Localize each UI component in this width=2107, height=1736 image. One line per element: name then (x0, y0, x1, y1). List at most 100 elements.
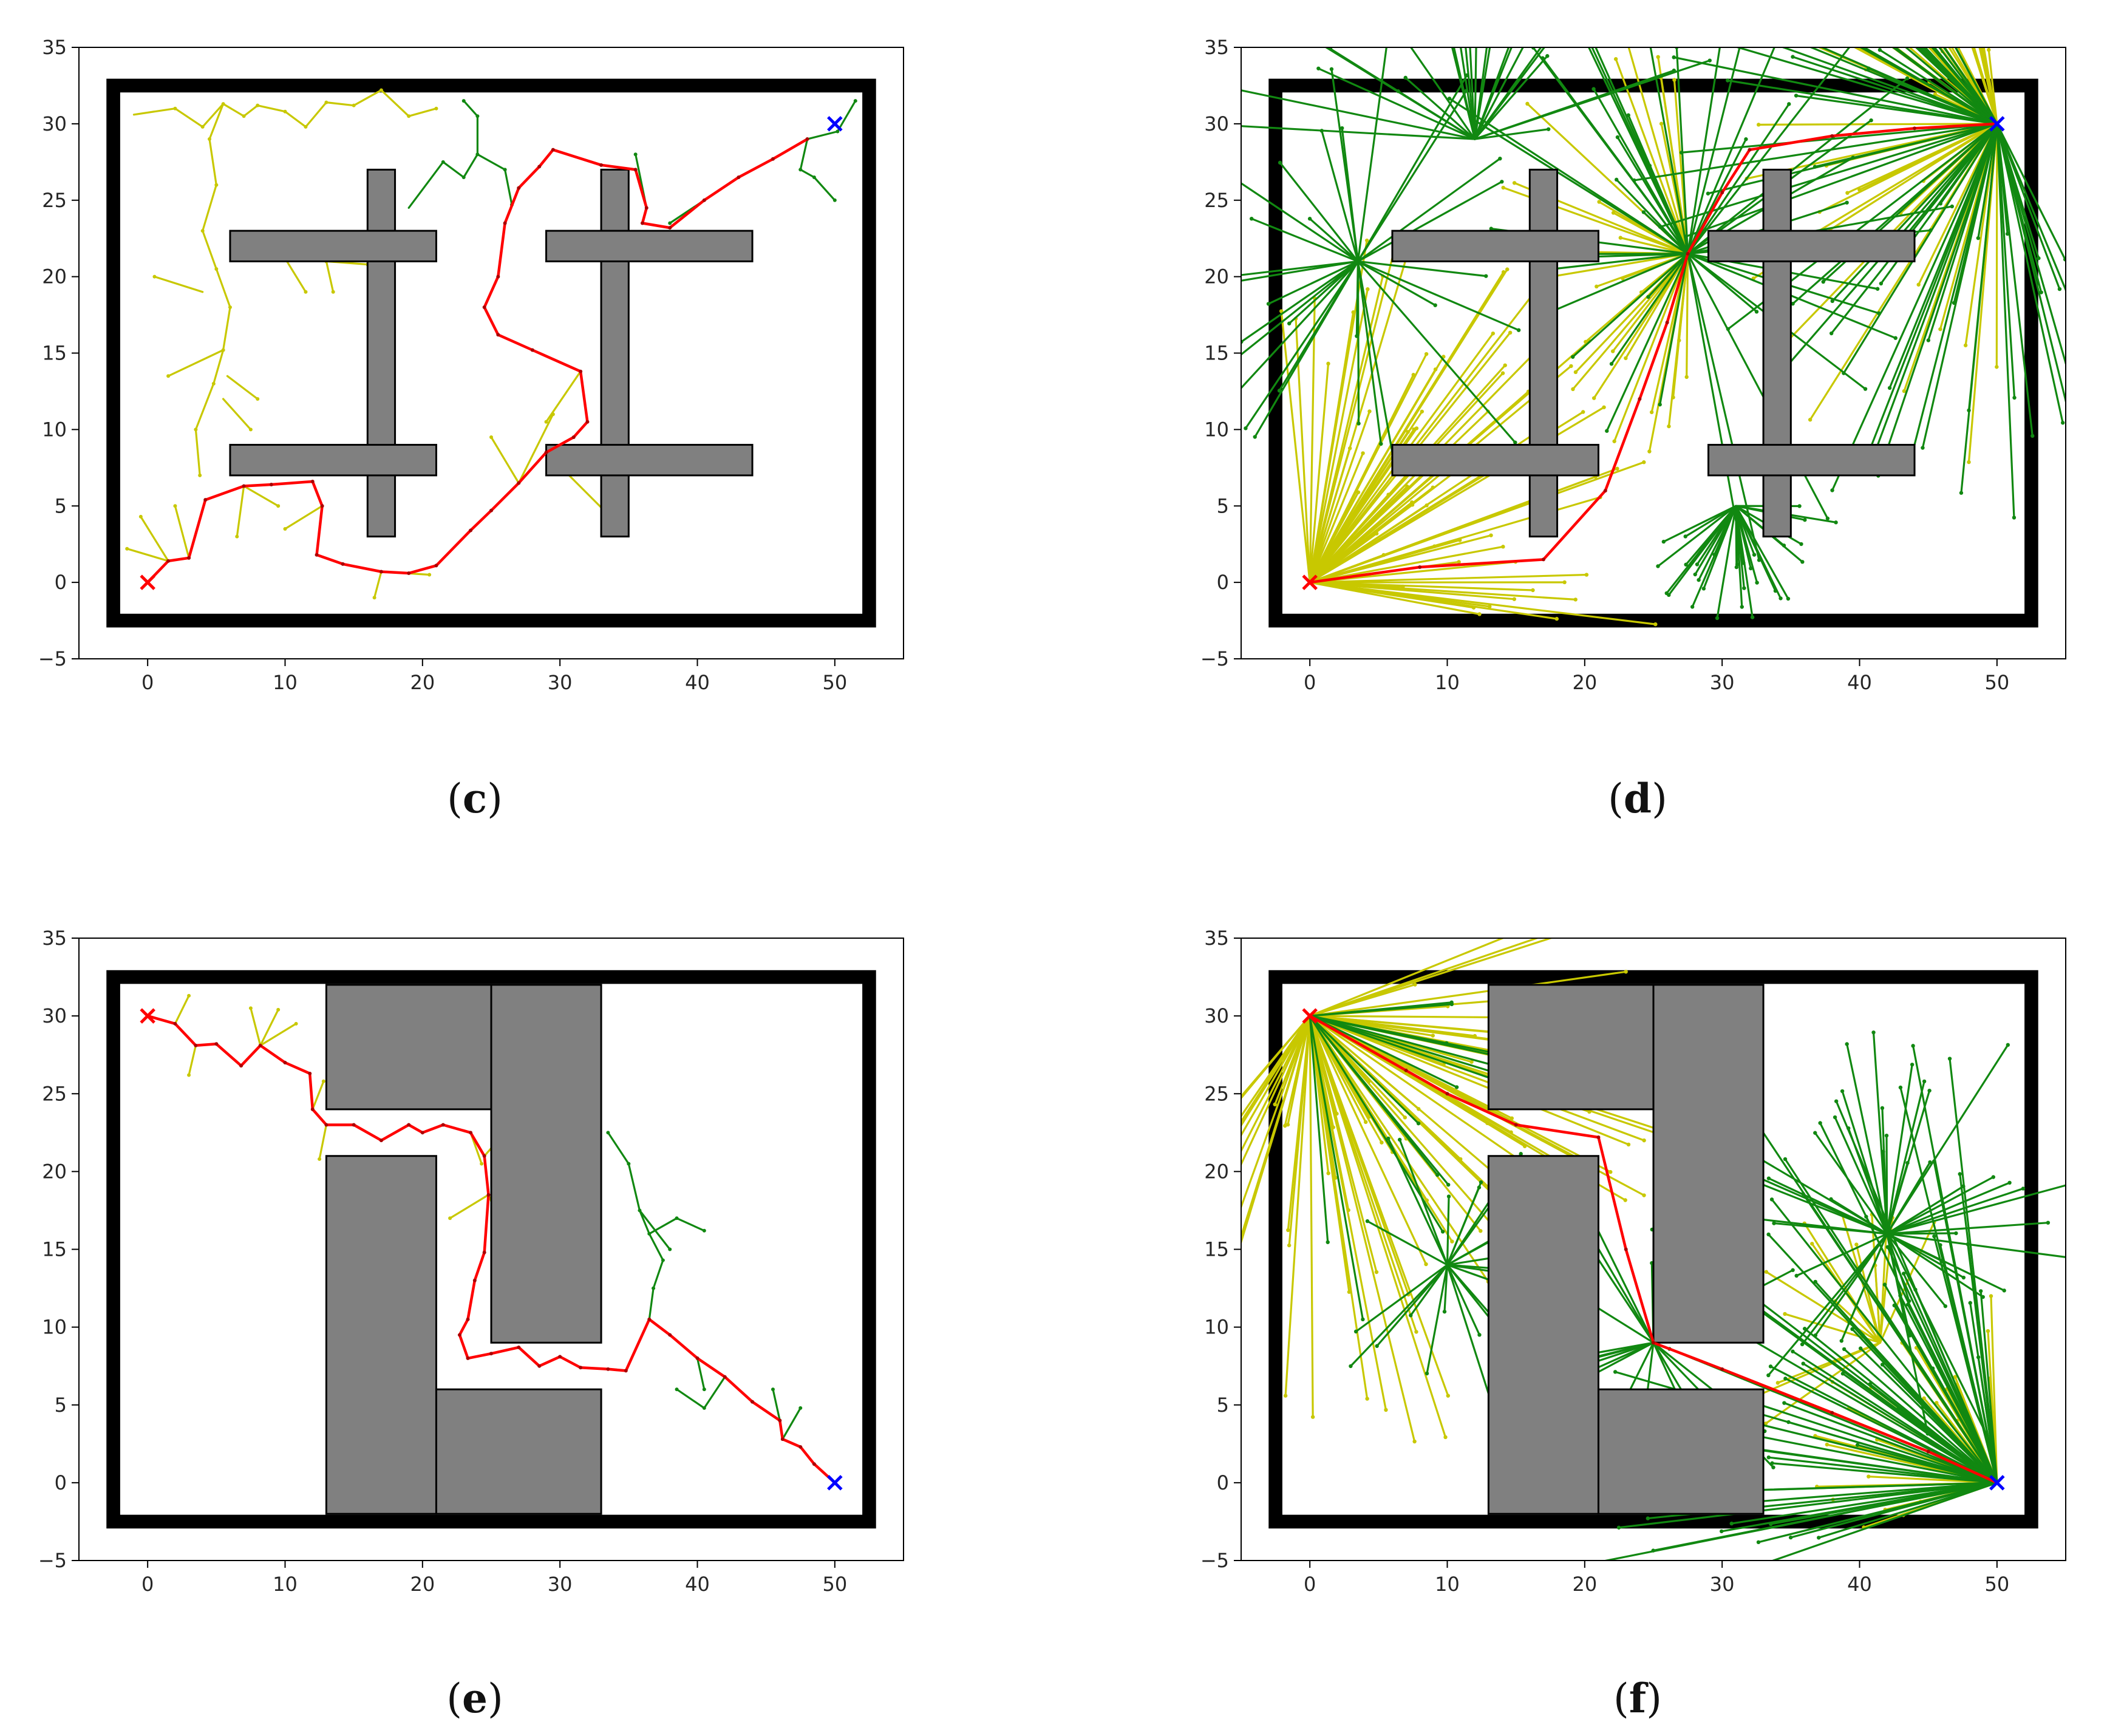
tree-branch (648, 1217, 706, 1235)
tree-node (1234, 87, 1237, 91)
tree-node (1684, 562, 1688, 567)
tree-node (1642, 1193, 1646, 1197)
tree-edge (1882, 1151, 1888, 1235)
tree-node (1562, 580, 1567, 585)
tree-node (1740, 605, 1744, 609)
tree-node (1958, 1172, 1962, 1176)
tree-node (1905, 1160, 1910, 1165)
x-tick-label: 50 (822, 1573, 847, 1596)
tree-node (228, 305, 232, 309)
x-tick-label: 50 (822, 671, 847, 694)
path-node (258, 1043, 262, 1047)
tree-node (2102, 492, 2105, 496)
tree-node (1902, 389, 1907, 393)
tree-node (1881, 1149, 1885, 1154)
tree-node (1448, 25, 1451, 29)
tree-node (1800, 560, 1805, 564)
tree-edge (1241, 260, 1359, 390)
tree-node (1591, 87, 1596, 91)
tree-node (1880, 1363, 1885, 1367)
tree-node (1771, 1465, 1775, 1469)
tree-node (1672, 55, 1676, 60)
y-tick-label: 0 (55, 571, 67, 594)
tree-node (1684, 375, 1689, 380)
tree-edge (1877, 123, 1998, 477)
tree-edge (1612, 253, 1689, 353)
tree-edge (1977, 123, 1998, 239)
tree-node (1961, 1275, 1966, 1280)
panel-c: 0 10 20 30 40 50 −5 0 5 10 15 20 25 30 35 (38, 36, 904, 694)
obstacle (229, 444, 437, 477)
path-node (517, 186, 521, 190)
panel-f: 0 10 20 30 40 50 −5 0 5 10 15 20 25 30 35 (1154, 927, 2066, 1596)
tree-node (1425, 1198, 1429, 1203)
tree-node (200, 229, 205, 233)
tree-edge (1309, 1015, 1330, 1174)
tree-edge (1691, 505, 1737, 608)
tree-node (1864, 1214, 1868, 1219)
path-node (242, 484, 246, 488)
tree-edge (1460, 47, 1476, 140)
y-tick-label: 15 (42, 342, 67, 365)
path-node (173, 1021, 177, 1026)
tree-node (702, 1406, 706, 1410)
tree-node (2012, 516, 2017, 520)
tree-node (1443, 1435, 1448, 1440)
path-node (737, 175, 741, 179)
y-tick-label: 15 (42, 1238, 67, 1261)
tree-node (1813, 1131, 1817, 1135)
tree-edge (1768, 1456, 1998, 1484)
tree-edge (1995, 123, 1998, 368)
tree-node (1387, 27, 1390, 31)
tree-node (1668, 5, 1672, 9)
tree-node (1821, 279, 1825, 284)
tree-branch (153, 276, 204, 293)
y-tick-label: 25 (42, 189, 67, 212)
path-node (1748, 148, 1752, 152)
tree-node (1845, 1042, 1849, 1046)
tree-edge (1734, 1417, 1998, 1484)
path-node (1720, 191, 1724, 195)
path-node (489, 1352, 493, 1356)
tree-node (1677, 338, 1681, 342)
tree-edge (1686, 47, 1741, 255)
tree-node (1961, 1184, 1966, 1188)
tree-node (1384, 1408, 1388, 1412)
tree-edge (1465, 47, 1476, 140)
tree-node (1953, 1375, 1958, 1379)
tree-node (1509, 1130, 1513, 1134)
tree-node (1194, 1380, 1197, 1383)
tree-node (1672, 68, 1676, 73)
tree-node (1933, 92, 1938, 97)
tree-edge (1642, 211, 1689, 255)
tree-node (283, 527, 287, 531)
tree-edge (1309, 938, 1505, 1017)
tree-node (1908, 0, 1912, 2)
y-tick-label: 5 (1217, 494, 1229, 517)
panel-e: 0 10 20 30 40 50 −5 0 5 10 15 20 25 30 35 (38, 927, 904, 1596)
tree-node (214, 183, 219, 187)
tree-node (1266, 302, 1271, 306)
tree-node (1614, 177, 1619, 182)
tree-node (187, 1073, 191, 1077)
y-tick-label: 10 (42, 1316, 67, 1339)
tree-node (1154, 1194, 1158, 1197)
path-node (624, 1369, 628, 1373)
tree-node (1424, 1262, 1428, 1267)
tree-edge (1474, 47, 1510, 140)
tree-node (1857, 188, 1862, 192)
tree-node (1894, 22, 1898, 26)
tree-node (2060, 421, 2065, 425)
tree-node (1412, 1439, 1417, 1444)
tree-node (2002, 1288, 2006, 1293)
tree-node (1651, 1548, 1655, 1553)
tree-node (1471, 605, 1476, 610)
tree-node (1162, 1421, 1165, 1425)
tree-edge (1309, 297, 1316, 584)
tree-node (256, 397, 260, 401)
tree-node (2006, 1043, 2010, 1047)
y-tick-label: 30 (42, 112, 67, 135)
tree-branch (696, 1357, 706, 1391)
tree-node (1500, 180, 1504, 184)
tree-node (1413, 982, 1417, 987)
